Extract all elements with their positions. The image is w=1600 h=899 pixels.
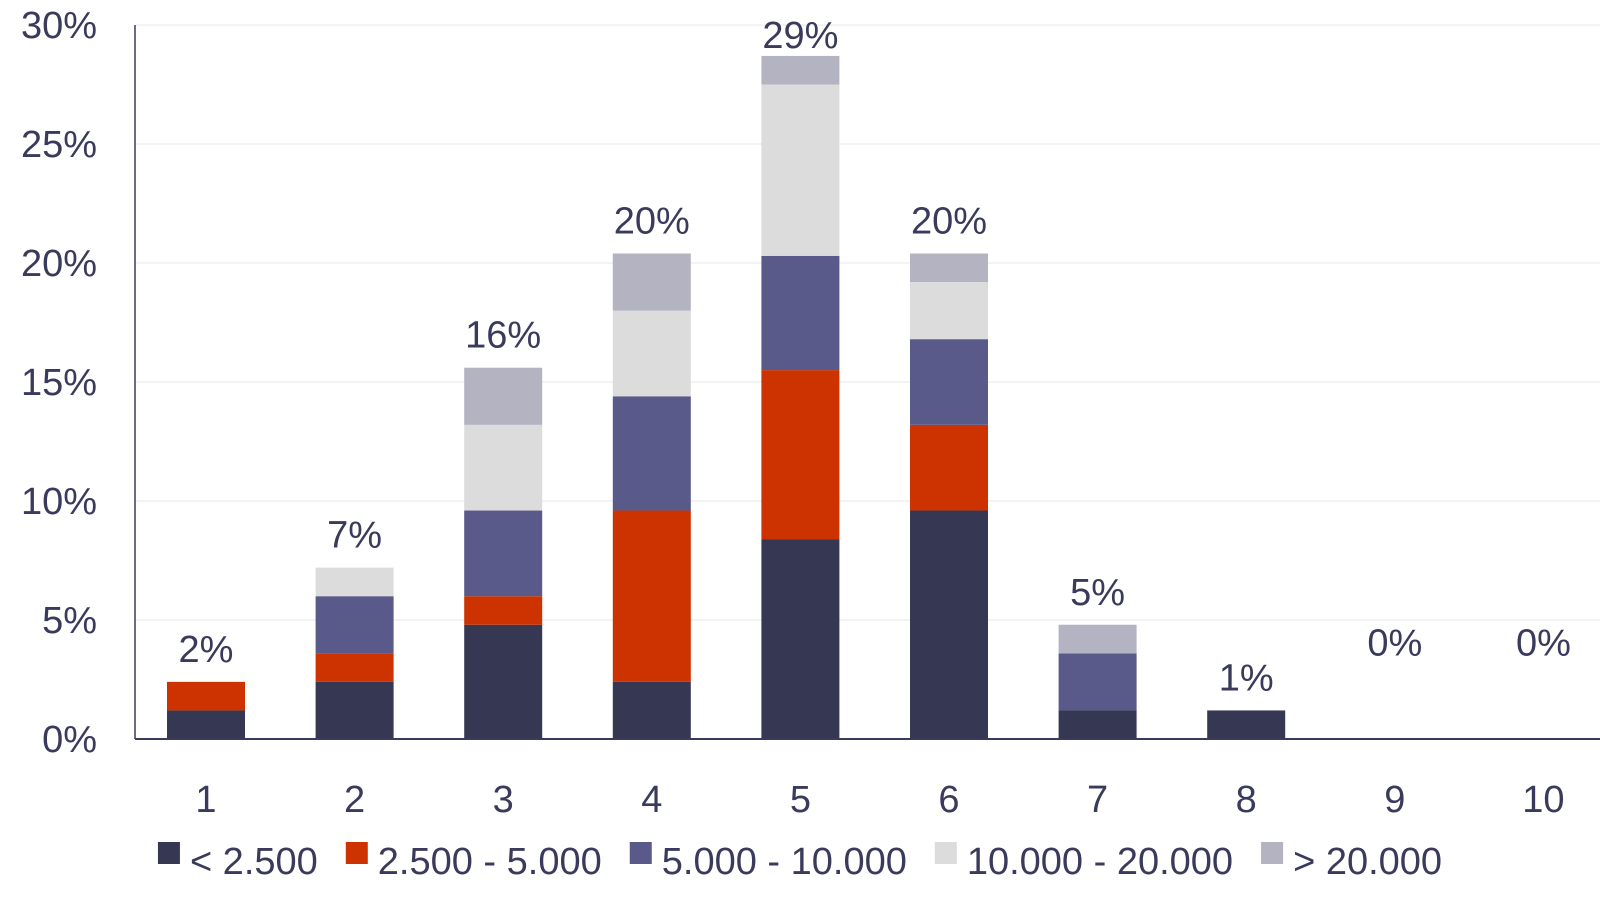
bar-segment	[464, 368, 542, 425]
legend-swatch	[1261, 842, 1283, 864]
legend-item: 10.000 - 20.000	[935, 841, 1233, 883]
y-tick-label: 15%	[21, 362, 97, 404]
legend-label: 10.000 - 20.000	[967, 841, 1233, 883]
bar-segment	[316, 596, 394, 653]
bar-stack	[1207, 710, 1285, 739]
bar-segment	[316, 568, 394, 597]
bar-segment	[910, 282, 988, 339]
legend-item: < 2.500	[158, 841, 318, 883]
legend: < 2.500 2.500 - 5.000 5.000 - 10.000 10.000…	[158, 841, 1442, 883]
bar-segment	[1207, 710, 1285, 739]
bar-segment	[761, 85, 839, 256]
legend-swatch	[346, 842, 368, 864]
bar-segment	[464, 625, 542, 739]
bar-stack	[910, 253, 988, 739]
y-tick-label: 0%	[42, 719, 97, 761]
bar-segment	[910, 339, 988, 425]
y-tick-label: 20%	[21, 243, 97, 285]
y-tick-label: 10%	[21, 481, 97, 523]
x-tick-label: 1	[195, 779, 216, 821]
bar-segment	[910, 253, 988, 282]
bar-segment	[1059, 625, 1137, 654]
x-tick-label: 10	[1522, 779, 1564, 821]
x-tick-label: 7	[1087, 779, 1108, 821]
bar-segment	[167, 710, 245, 739]
legend-swatch	[158, 842, 180, 864]
bar-stack	[1059, 625, 1137, 739]
bar-segment	[464, 425, 542, 511]
bar-segment	[613, 311, 691, 397]
bar-total-label: 2%	[179, 629, 234, 671]
bar-total-label: 29%	[762, 15, 838, 57]
bar-segment	[761, 370, 839, 539]
bar-total-label: 20%	[911, 200, 987, 242]
y-tick-label: 25%	[21, 124, 97, 166]
bar-segment	[316, 653, 394, 682]
bar-segment	[1059, 653, 1137, 710]
bar-total-label: 16%	[465, 315, 541, 357]
legend-swatch	[630, 842, 652, 864]
y-axis-ticks: 0% 5% 10% 15% 20% 25% 30%	[21, 5, 97, 761]
bar-stack	[464, 368, 542, 739]
x-tick-label: 4	[641, 779, 662, 821]
legend-label: > 20.000	[1293, 841, 1442, 883]
y-tick-label: 30%	[21, 5, 97, 47]
legend-label: < 2.500	[190, 841, 318, 883]
bar-segment	[613, 396, 691, 510]
bar-segment	[910, 511, 988, 739]
bar-stack	[316, 568, 394, 739]
legend-swatch	[935, 842, 957, 864]
y-tick-label: 5%	[42, 600, 97, 642]
x-tick-label: 2	[344, 779, 365, 821]
legend-item: 5.000 - 10.000	[630, 841, 907, 883]
bar-stacks	[167, 56, 1285, 739]
bar-total-label: 5%	[1070, 572, 1125, 614]
bar-segment	[1059, 710, 1137, 739]
bar-segment	[613, 253, 691, 310]
bar-segment	[613, 511, 691, 682]
x-tick-label: 6	[938, 779, 959, 821]
bar-total-label: 1%	[1219, 657, 1274, 699]
x-tick-label: 3	[493, 779, 514, 821]
bar-segment	[316, 682, 394, 739]
bar-total-label: 0%	[1516, 623, 1571, 665]
bar-total-label: 20%	[614, 200, 690, 242]
legend-item: 2.500 - 5.000	[346, 841, 602, 883]
bar-segment	[761, 539, 839, 739]
x-tick-label: 8	[1236, 779, 1257, 821]
bar-segment	[167, 682, 245, 711]
bar-segment	[761, 256, 839, 370]
x-tick-label: 9	[1384, 779, 1405, 821]
legend-label: 5.000 - 10.000	[662, 841, 907, 883]
bar-segment	[464, 511, 542, 597]
bar-segment	[910, 425, 988, 511]
x-axis-ticks: 1 2 3 4 5 6 7 8 9 10	[195, 779, 1564, 821]
bar-total-label: 7%	[327, 515, 382, 557]
bar-segment	[761, 56, 839, 85]
bar-stack	[613, 253, 691, 739]
bar-segment	[464, 596, 542, 625]
bar-stack	[761, 56, 839, 739]
bar-segment	[613, 682, 691, 739]
bar-stack	[167, 682, 245, 739]
x-tick-label: 5	[790, 779, 811, 821]
legend-item: > 20.000	[1261, 841, 1442, 883]
legend-label: 2.500 - 5.000	[378, 841, 602, 883]
bar-total-label: 0%	[1367, 623, 1422, 665]
